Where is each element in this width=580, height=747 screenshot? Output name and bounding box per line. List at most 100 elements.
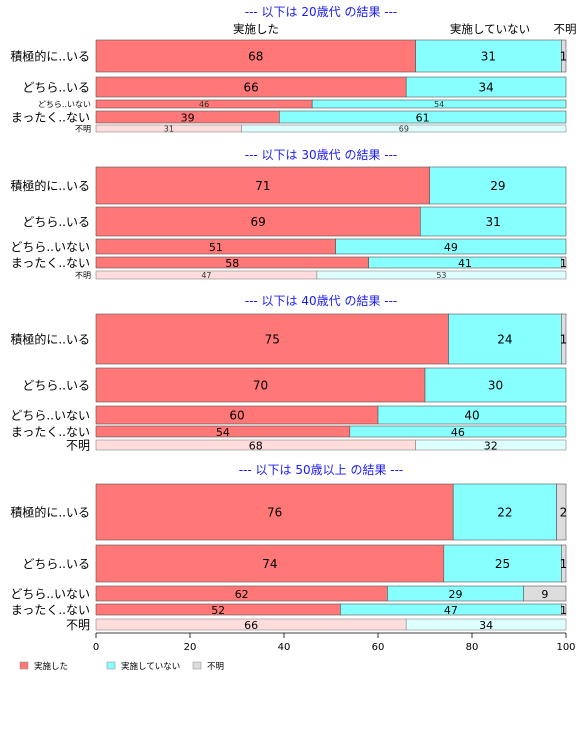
unknown-segment [523,585,567,602]
legend-swatch-unknown [192,661,202,670]
unknown-segment [560,39,567,73]
unknown-value-label: 1 [560,604,567,617]
not-implemented-segment [241,124,567,133]
unknown-value-label: 9 [541,588,548,601]
unknown-value-label: 1 [560,557,568,571]
not-implemented-segment [377,405,567,425]
implemented-segment [95,313,449,365]
x-tick-label: 40 [278,642,291,653]
not-implemented-value-label: 29 [449,588,463,601]
not-implemented-segment [349,425,567,438]
not-implemented-segment [448,313,562,365]
not-implemented-segment [405,76,567,98]
implemented-value-label: 52 [211,604,225,617]
implemented-segment [95,483,454,541]
row-label: どちら..いない [10,409,90,423]
legend-label-impl: 実施した [34,661,68,672]
unknown-value-label: 1 [560,257,567,270]
x-tick-label: 0 [93,642,99,653]
not-implemented-value-label: 30 [488,379,503,393]
implemented-value-label: 74 [262,557,277,571]
implemented-value-label: 31 [164,125,174,134]
row-label: どちら..いない [10,240,90,254]
not-implemented-segment [278,110,567,124]
unknown-value-label: 1 [560,50,568,64]
not-implemented-segment [335,238,567,255]
not-implemented-value-label: 53 [436,271,446,280]
row-label: 積極的に..いる [10,505,90,520]
row-label: どちら..いない [38,100,91,109]
implemented-value-label: 51 [209,241,223,254]
unknown-value-label: 2 [560,506,568,520]
panel-title: --- 以下は 50歳以上 の結果 --- [239,463,404,477]
implemented-value-label: 62 [235,588,249,601]
unknown-segment [560,256,567,269]
not-implemented-segment [429,166,567,205]
panel-title: --- 以下は 20歳代 の結果 --- [245,5,398,19]
not-implemented-value-label: 41 [458,257,472,270]
row-label: どちら..いる [22,557,90,571]
implemented-value-label: 71 [255,179,270,193]
implemented-value-label: 47 [201,271,211,280]
row-label: どちら..いる [22,215,90,229]
x-tick-label: 20 [184,642,197,653]
implemented-segment [95,39,416,73]
not-implemented-value-label: 46 [451,426,465,439]
not-implemented-segment [424,367,567,403]
x-tick-label: 60 [372,642,385,653]
implemented-value-label: 70 [253,379,268,393]
row-label: まったく..ない [11,256,90,270]
not-implemented-value-label: 25 [495,557,510,571]
unknown-segment [560,313,567,365]
column-label-unknown: 不明 [554,22,577,36]
not-implemented-value-label: 61 [416,112,430,125]
implemented-segment [95,544,445,583]
unknown-segment [556,483,567,541]
implemented-value-label: 76 [267,506,282,520]
row-label: 積極的に..いる [10,49,90,64]
not-implemented-value-label: 34 [478,81,493,95]
row-label: どちら..いない [10,587,90,601]
unknown-segment [560,544,567,583]
implemented-segment [95,206,421,237]
row-label: まったく..ない [11,425,90,439]
not-implemented-segment [316,270,567,280]
row-label: 不明 [66,439,90,453]
x-tick-label: 100 [556,642,575,653]
row-label: 不明 [75,271,91,280]
not-implemented-segment [415,439,567,451]
not-implemented-segment [443,544,562,583]
implemented-value-label: 58 [225,257,239,270]
not-implemented-value-label: 47 [444,604,458,617]
not-implemented-value-label: 69 [399,125,409,134]
panel-title: --- 以下は 40歳代 の結果 --- [245,294,398,308]
implemented-value-label: 69 [251,215,266,229]
legend-swatch-notimpl [106,661,116,670]
not-implemented-segment [415,39,562,73]
not-implemented-value-label: 31 [481,50,496,64]
implemented-value-label: 39 [181,112,195,125]
x-tick-label: 80 [466,642,479,653]
row-label: 不明 [75,125,91,134]
implemented-value-label: 60 [229,409,244,423]
implemented-value-label: 68 [249,440,263,453]
implemented-value-label: 75 [265,333,280,347]
not-implemented-value-label: 31 [486,215,501,229]
not-implemented-value-label: 32 [484,440,498,453]
row-label: 不明 [66,618,90,632]
row-label: まったく..ない [11,603,90,617]
not-implemented-value-label: 34 [479,619,493,632]
not-implemented-segment [452,483,557,541]
not-implemented-segment [405,618,567,631]
column-label-not-implemented: 実施していない [450,22,530,36]
row-label: どちら..いる [22,81,90,95]
implemented-segment [95,166,431,205]
unknown-value-label: 1 [560,333,568,347]
not-implemented-value-label: 29 [490,179,505,193]
implemented-value-label: 46 [199,100,209,109]
implemented-value-label: 66 [243,81,258,95]
not-implemented-value-label: 22 [497,506,512,520]
panel-title: --- 以下は 30歳代 の結果 --- [245,148,398,162]
row-label: どちら..いる [22,379,90,393]
